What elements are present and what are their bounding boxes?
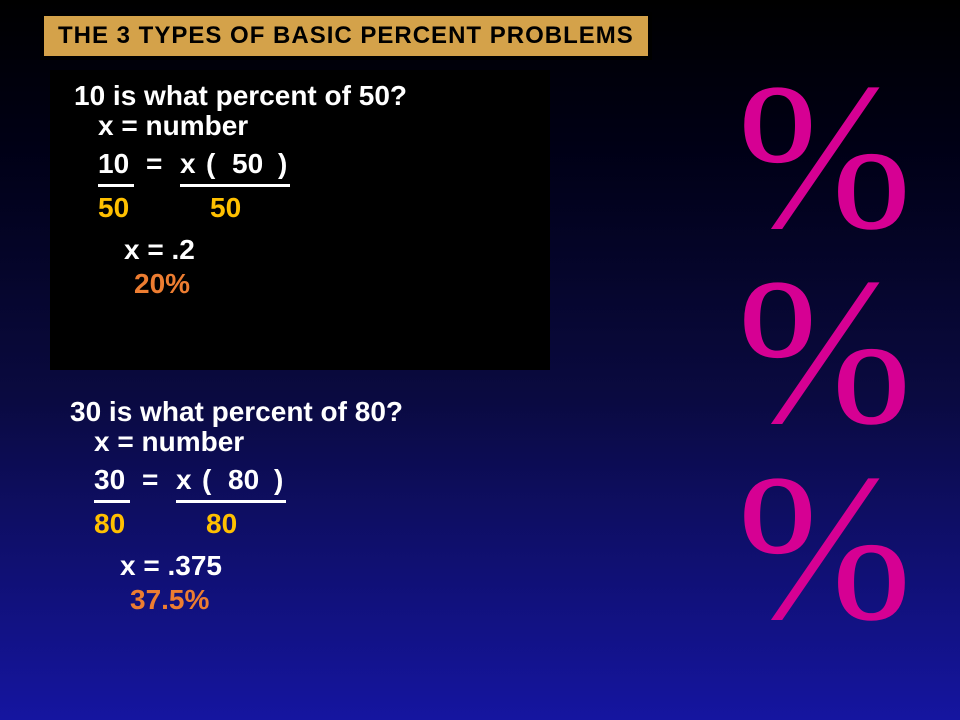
- equals: =: [142, 464, 158, 496]
- multiplier: 50: [232, 148, 263, 180]
- divide-bar-right: [180, 184, 290, 187]
- rparen: ): [278, 148, 287, 180]
- problem-1-question: 10 is what percent of 50?: [74, 80, 526, 112]
- problem-1-solve: x = .2: [124, 234, 526, 266]
- problem-2-answer: 37.5%: [130, 584, 590, 616]
- title-bar: THE 3 TYPES OF BASIC PERCENT PROBLEMS: [40, 12, 652, 60]
- problem-1-box: 10 is what percent of 50? x = number 10 …: [50, 70, 550, 370]
- percent-icon: %: [737, 451, 912, 646]
- lhs: 10: [98, 148, 129, 180]
- problem-2-assign: x = number: [94, 426, 590, 458]
- problem-1-assign: x = number: [98, 110, 526, 142]
- problem-2-divisors: 80 80: [94, 506, 590, 546]
- problem-2-solve: x = .375: [120, 550, 590, 582]
- problem-1-answer: 20%: [134, 268, 526, 300]
- divide-bar-left: [94, 500, 130, 503]
- divisor-left: 50: [98, 192, 129, 224]
- percent-icon: %: [737, 60, 912, 255]
- title-text: THE 3 TYPES OF BASIC PERCENT PROBLEMS: [58, 22, 634, 49]
- divisor-left: 80: [94, 508, 125, 540]
- rparen: ): [274, 464, 283, 496]
- problem-1-divisors: 50 50: [98, 190, 526, 230]
- percent-icon: %: [737, 255, 912, 450]
- x-var: x: [176, 464, 192, 496]
- lparen: (: [206, 148, 215, 180]
- multiplier: 80: [228, 464, 259, 496]
- problem-2-question: 30 is what percent of 80?: [70, 396, 590, 428]
- divide-bar-left: [98, 184, 134, 187]
- problem-2-equation: 30 = x ( 80 ): [94, 464, 590, 506]
- divisor-right: 80: [206, 508, 237, 540]
- divisor-right: 50: [210, 192, 241, 224]
- lhs: 30: [94, 464, 125, 496]
- problem-2: 30 is what percent of 80? x = number 30 …: [70, 396, 590, 616]
- lparen: (: [202, 464, 211, 496]
- problem-1-equation: 10 = x ( 50 ): [98, 148, 526, 190]
- equals: =: [146, 148, 162, 180]
- percent-decor: % % %: [737, 60, 912, 646]
- x-var: x: [180, 148, 196, 180]
- divide-bar-right: [176, 500, 286, 503]
